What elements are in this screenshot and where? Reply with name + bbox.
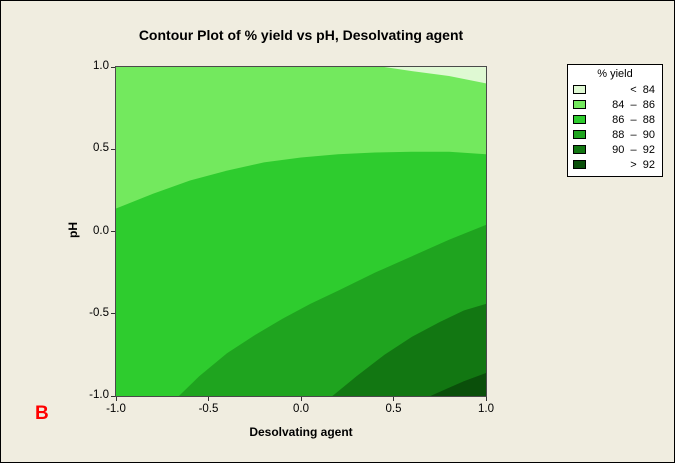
- y-tick-mark: [111, 66, 115, 68]
- y-tick-label: 0.5: [93, 142, 109, 155]
- x-tick-mark: [393, 397, 394, 401]
- y-tick-mark: [111, 313, 115, 315]
- y-tick-mark: [111, 231, 115, 232]
- legend-swatch: [573, 85, 586, 94]
- legend-swatch: [573, 115, 586, 124]
- x-tick-mark: [115, 397, 117, 401]
- x-tick-label: -1.0: [106, 403, 126, 415]
- legend-item: 90 – 92: [573, 142, 657, 157]
- legend: % yield < 84 84 – 86 86 – 88 88 – 90 90 – 92…: [567, 64, 663, 177]
- y-tick-label: -1.0: [89, 389, 109, 401]
- x-tick-label: -0.5: [198, 403, 219, 415]
- legend-title: % yield: [597, 68, 633, 80]
- legend-swatch: [573, 130, 586, 139]
- legend-item: 88 – 90: [573, 127, 657, 142]
- contour-band-90-92: [332, 303, 486, 396]
- chart-title: Contour Plot of % yield vs pH, Desolvati…: [138, 27, 464, 43]
- x-axis-label: Desolvating agent: [249, 425, 353, 439]
- x-tick-mark: [208, 397, 209, 401]
- legend-label: 86 – 88: [612, 113, 655, 126]
- legend-item: < 84: [573, 82, 657, 97]
- legend-label: > 92: [630, 158, 655, 171]
- legend-item: 86 – 88: [573, 112, 657, 127]
- contour-band-lt-84: [384, 67, 486, 84]
- legend-label: 90 – 92: [612, 143, 655, 156]
- y-tick-mark: [111, 148, 115, 150]
- legend-item: 84 – 86: [573, 97, 657, 112]
- plot-area: [115, 66, 487, 397]
- legend-items: < 84 84 – 86 86 – 88 88 – 90 90 – 92 > 92: [573, 82, 657, 172]
- y-tick-label: -0.5: [89, 306, 109, 319]
- x-tick-mark: [300, 397, 302, 401]
- y-tick-label: 0.0: [93, 224, 109, 237]
- panel-label-b: B: [35, 403, 49, 424]
- x-tick-label: 1.0: [478, 403, 494, 415]
- legend-item: > 92: [573, 157, 657, 172]
- legend-swatch: [573, 160, 586, 169]
- contour-band-gt-92: [430, 373, 486, 396]
- legend-label: 88 – 90: [612, 128, 655, 141]
- legend-swatch: [573, 145, 586, 154]
- x-tick-mark: [485, 397, 487, 401]
- x-tick-label: 0.5: [385, 403, 402, 415]
- y-tick-label: 1.0: [93, 60, 109, 72]
- legend-label: 84 – 86: [612, 98, 655, 111]
- legend-swatch: [573, 100, 586, 109]
- legend-label: < 84: [630, 83, 655, 96]
- contour-surface: [116, 67, 486, 396]
- x-tick-label: 0.0: [293, 403, 309, 415]
- y-tick-mark: [111, 395, 115, 397]
